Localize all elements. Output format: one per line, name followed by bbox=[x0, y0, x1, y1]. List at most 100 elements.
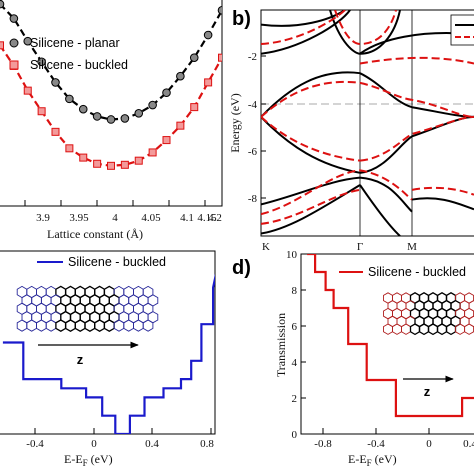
x-tick-label: 0 bbox=[91, 438, 97, 450]
lattice-hexagon bbox=[26, 319, 37, 332]
data-point-planar bbox=[120, 114, 130, 123]
panel-c-transmission-chart: -0.4 0 0.4 0.8 E-EF (eV) z Silicene - bu… bbox=[0, 250, 216, 468]
lattice-hexagon bbox=[103, 319, 115, 332]
panel-c-x-axis-label: E-EF (eV) bbox=[64, 452, 113, 468]
lattice-hexagon bbox=[16, 319, 28, 332]
data-point-planar bbox=[92, 112, 102, 121]
data-point-buckled bbox=[79, 153, 88, 162]
lattice-hexagon bbox=[94, 319, 106, 332]
data-point-planar bbox=[9, 14, 19, 23]
data-point-buckled bbox=[51, 127, 60, 136]
panel-d-legend: Silicene - buckled bbox=[339, 265, 466, 279]
x-tick-label: 0.8 bbox=[200, 438, 214, 450]
lattice-hexagon bbox=[445, 323, 457, 336]
panel-d-x-ticks: -0.8 -0.4 0 0.4 bbox=[314, 428, 474, 450]
y-tick-label: -4 bbox=[248, 99, 258, 111]
legend-box bbox=[450, 14, 474, 46]
panel-d-y-axis-label: Transmission bbox=[274, 313, 288, 377]
panel-b-x-ticks: K Γ M bbox=[262, 241, 417, 253]
panel-b-bands bbox=[261, 10, 474, 236]
panel-d-lattice-inset bbox=[383, 292, 474, 336]
panel-a-lattice-chart: 3.9 3.95 4 4.05 4.1 4.15 4.2 Lattice con… bbox=[0, 0, 223, 241]
legend-label-buckled: Silicene - buckled bbox=[68, 255, 166, 269]
data-point-planar bbox=[189, 53, 199, 62]
panel-c-plot-area bbox=[2, 273, 215, 434]
data-point-planar bbox=[23, 36, 33, 46]
y-tick-label: 4 bbox=[292, 357, 298, 369]
lattice-hexagon bbox=[133, 319, 144, 332]
x-label-unit: (eV) bbox=[372, 452, 397, 466]
band-buckled-gm-upper bbox=[359, 81, 474, 118]
data-point-planar bbox=[162, 88, 171, 97]
band-buckled-low-2 bbox=[261, 188, 361, 225]
x-tick-label: -0.8 bbox=[314, 438, 332, 450]
band-planar-top-1 bbox=[261, 10, 346, 27]
data-point-planar bbox=[65, 94, 74, 104]
x-tick-label: 4 bbox=[112, 212, 118, 224]
x-label-subscript: F bbox=[83, 458, 88, 468]
band-buckled-top-right bbox=[359, 56, 474, 65]
y-tick-label: 8 bbox=[292, 285, 298, 297]
panel-a-x-axis-label: Lattice constant (Å) bbox=[47, 227, 143, 241]
data-point-planar bbox=[203, 30, 213, 40]
panel-c-x-ticks: -0.4 0 0.4 0.8 bbox=[26, 428, 214, 450]
lattice-hexagon bbox=[401, 323, 411, 335]
band-planar-low-1 bbox=[261, 176, 413, 213]
panel-a-legend: Silicene - planar Silicene - buckled bbox=[9, 36, 128, 72]
panel-d-axes-frame bbox=[300, 253, 474, 435]
data-point-buckled bbox=[107, 161, 115, 170]
band-buckled-cone-upper bbox=[261, 80, 361, 118]
data-point-buckled bbox=[23, 86, 32, 95]
x-tick-label-k: K bbox=[262, 241, 270, 253]
lattice-hexagon bbox=[55, 319, 67, 332]
data-point-planar bbox=[37, 57, 46, 67]
lattice-hexagon bbox=[84, 319, 96, 332]
y-tick-label: -2 bbox=[248, 51, 257, 63]
data-point-buckled bbox=[120, 160, 129, 169]
band-planar-gm-upper bbox=[359, 72, 474, 118]
legend-label-planar: Silicene - planar bbox=[30, 36, 120, 50]
data-point-buckled bbox=[65, 144, 74, 153]
data-point-planar bbox=[148, 100, 157, 110]
legend-marker-buckled bbox=[9, 60, 19, 70]
x-tick-label: 4.15 bbox=[197, 212, 217, 224]
lattice-hexagon bbox=[383, 323, 393, 335]
x-label-main: E-E bbox=[348, 452, 367, 466]
band-planar-gm-lower bbox=[359, 115, 474, 174]
data-point-buckled bbox=[218, 53, 222, 62]
panel-a-axes-frame bbox=[0, 0, 223, 207]
lattice-hexagon bbox=[142, 319, 154, 332]
x-tick-label: 0 bbox=[426, 438, 432, 450]
panel-b-band-structure: b) -2 -4 -6 -8 K Γ M Energy (eV) bbox=[228, 8, 474, 253]
lattice-hexagon bbox=[74, 319, 86, 332]
legend-marker-planar bbox=[9, 38, 19, 48]
panel-c-axes-frame bbox=[0, 250, 216, 435]
series-line-planar bbox=[0, 3, 222, 121]
panel-b-axes-frame bbox=[260, 9, 474, 237]
data-point-planar bbox=[51, 78, 60, 87]
x-tick-label: 4.05 bbox=[141, 212, 161, 224]
panel-d-z-label: z bbox=[424, 384, 431, 399]
data-point-planar bbox=[0, 0, 5, 9]
data-point-buckled bbox=[134, 156, 143, 165]
x-tick-label: -0.4 bbox=[367, 438, 385, 450]
transmission-step-line-red bbox=[307, 254, 474, 418]
data-point-buckled bbox=[176, 121, 185, 130]
x-tick-label: 4.2 bbox=[208, 212, 222, 224]
data-point-buckled bbox=[162, 136, 171, 145]
lattice-hexagon bbox=[123, 319, 134, 332]
legend-label-buckled: Silicene - buckled bbox=[30, 58, 128, 72]
lattice-hexagon bbox=[36, 319, 47, 332]
panel-d-y-ticks: 0 2 4 6 8 10 bbox=[286, 249, 306, 441]
legend-label-buckled: Silicene - buckled bbox=[368, 265, 466, 279]
lattice-hexagon bbox=[436, 323, 448, 336]
y-tick-label: 0 bbox=[292, 429, 298, 441]
x-tick-label: 4.1 bbox=[180, 212, 194, 224]
panel-b-label: b) bbox=[232, 8, 251, 30]
x-tick-label: -0.4 bbox=[26, 438, 44, 450]
x-tick-label: 0.4 bbox=[145, 438, 159, 450]
panel-d-label: d) bbox=[232, 257, 251, 279]
band-planar-low-right bbox=[411, 197, 474, 211]
band-planar-cone-upper bbox=[261, 71, 361, 118]
band-planar-top-2 bbox=[261, 10, 351, 55]
